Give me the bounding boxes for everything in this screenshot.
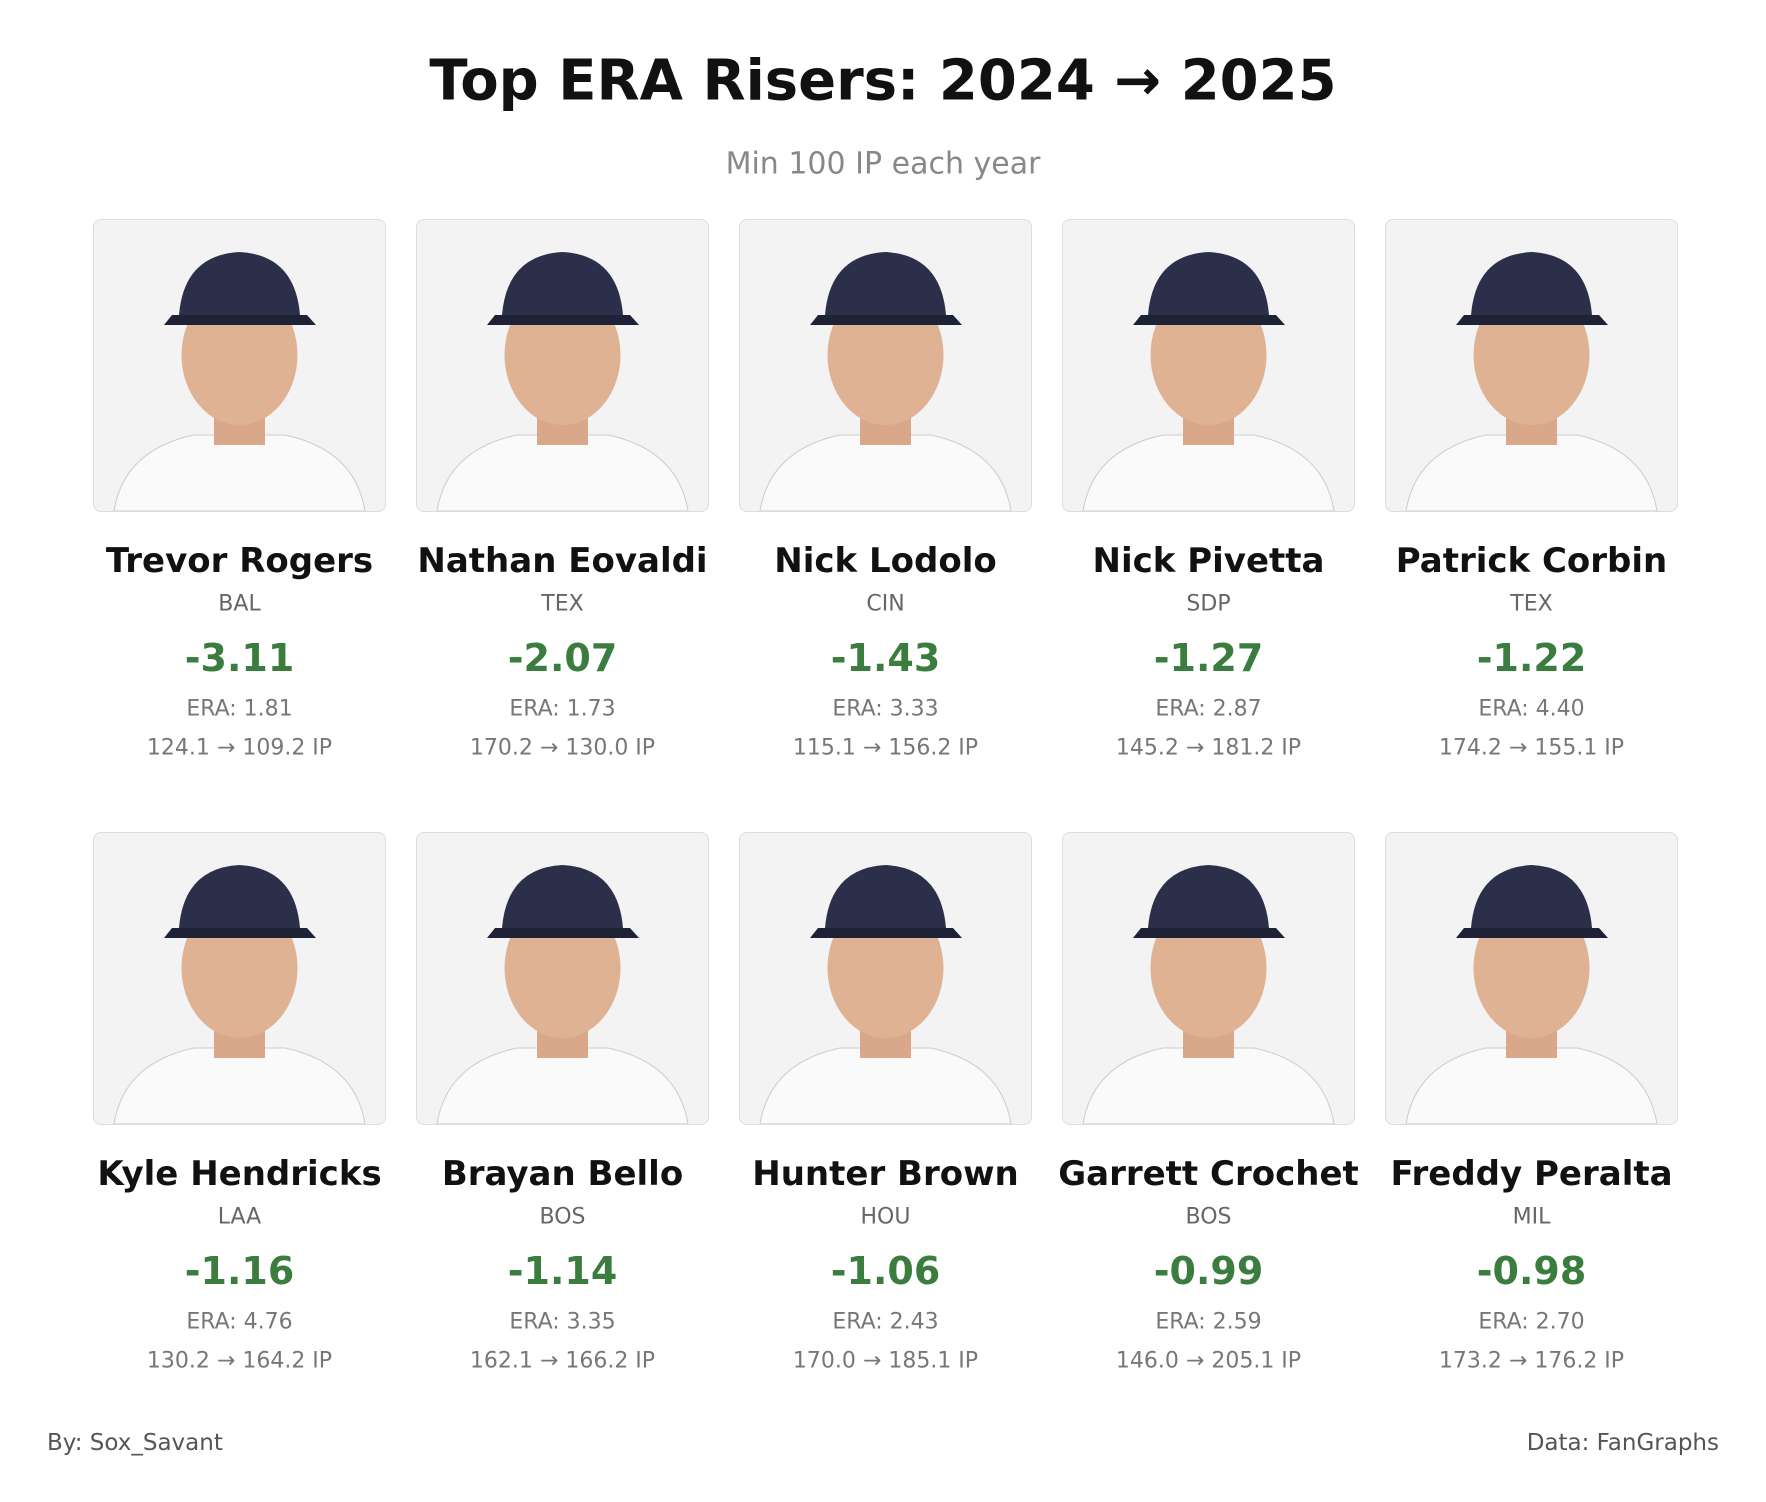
team: TEX <box>1510 591 1553 617</box>
player-name: Patrick Corbin <box>1395 541 1668 581</box>
era-change: -0.99 <box>1153 1249 1264 1293</box>
player-photo <box>416 832 709 1125</box>
innings: 173.2 → 176.2 IP <box>1438 1348 1625 1374</box>
era-2025: ERA: 2.87 <box>1155 696 1262 722</box>
era-change: -1.14 <box>507 1249 618 1293</box>
era-2025: ERA: 4.40 <box>1478 696 1585 722</box>
innings: 145.2 → 181.2 IP <box>1115 735 1302 761</box>
player-name: Garrett Crochet <box>1058 1154 1359 1194</box>
player-photo <box>1062 219 1355 512</box>
era-2025: ERA: 1.73 <box>509 696 616 722</box>
era-change: -1.06 <box>830 1249 941 1293</box>
player-name: Freddy Peralta <box>1390 1154 1673 1194</box>
player-photo <box>1062 832 1355 1125</box>
player-name: Kyle Hendricks <box>97 1154 382 1194</box>
team: MIL <box>1512 1204 1551 1230</box>
era-2025: ERA: 3.35 <box>509 1309 616 1335</box>
team: CIN <box>866 591 905 617</box>
era-change: -1.27 <box>1153 636 1264 680</box>
team: HOU <box>860 1204 911 1230</box>
player-name: Trevor Rogers <box>105 541 374 581</box>
era-2025: ERA: 2.70 <box>1478 1309 1585 1335</box>
innings: 130.2 → 164.2 IP <box>146 1348 333 1374</box>
subtitle: Min 100 IP each year <box>725 146 1041 182</box>
player-name: Nathan Eovaldi <box>417 541 708 581</box>
team: SDP <box>1186 591 1231 617</box>
innings: 146.0 → 205.1 IP <box>1115 1348 1302 1374</box>
era-change: -3.11 <box>184 636 295 680</box>
innings: 162.1 → 166.2 IP <box>469 1348 656 1374</box>
innings: 170.2 → 130.0 IP <box>469 735 656 761</box>
era-2025: ERA: 1.81 <box>186 696 293 722</box>
player-photo <box>416 219 709 512</box>
era-2025: ERA: 4.76 <box>186 1309 293 1335</box>
team: BOS <box>1185 1204 1232 1230</box>
player-name: Brayan Bello <box>441 1154 684 1194</box>
era-2025: ERA: 2.59 <box>1155 1309 1262 1335</box>
era-change: -0.98 <box>1476 1249 1587 1293</box>
innings: 174.2 → 155.1 IP <box>1438 735 1625 761</box>
player-photo <box>1385 219 1678 512</box>
era-change: -2.07 <box>507 636 618 680</box>
player-photo <box>93 832 386 1125</box>
era-change: -1.22 <box>1476 636 1587 680</box>
innings: 115.1 → 156.2 IP <box>792 735 979 761</box>
innings: 124.1 → 109.2 IP <box>146 735 333 761</box>
player-photo <box>1385 832 1678 1125</box>
player-photo <box>739 219 1032 512</box>
era-change: -1.16 <box>184 1249 295 1293</box>
player-name: Hunter Brown <box>752 1154 1019 1194</box>
team: TEX <box>541 591 584 617</box>
innings: 170.0 → 185.1 IP <box>792 1348 979 1374</box>
player-photo <box>93 219 386 512</box>
player-photo <box>739 832 1032 1125</box>
era-2025: ERA: 2.43 <box>832 1309 939 1335</box>
player-name: Nick Pivetta <box>1092 541 1325 581</box>
player-name: Nick Lodolo <box>774 541 997 581</box>
era-change: -1.43 <box>830 636 941 680</box>
title: Top ERA Risers: 2024 → 2025 <box>429 48 1337 114</box>
era-2025: ERA: 3.33 <box>832 696 939 722</box>
source: Data: FanGraphs <box>1526 1430 1719 1456</box>
team: BOS <box>539 1204 586 1230</box>
credit: By: Sox_Savant <box>47 1430 223 1456</box>
team: LAA <box>217 1204 262 1230</box>
team: BAL <box>218 591 261 617</box>
